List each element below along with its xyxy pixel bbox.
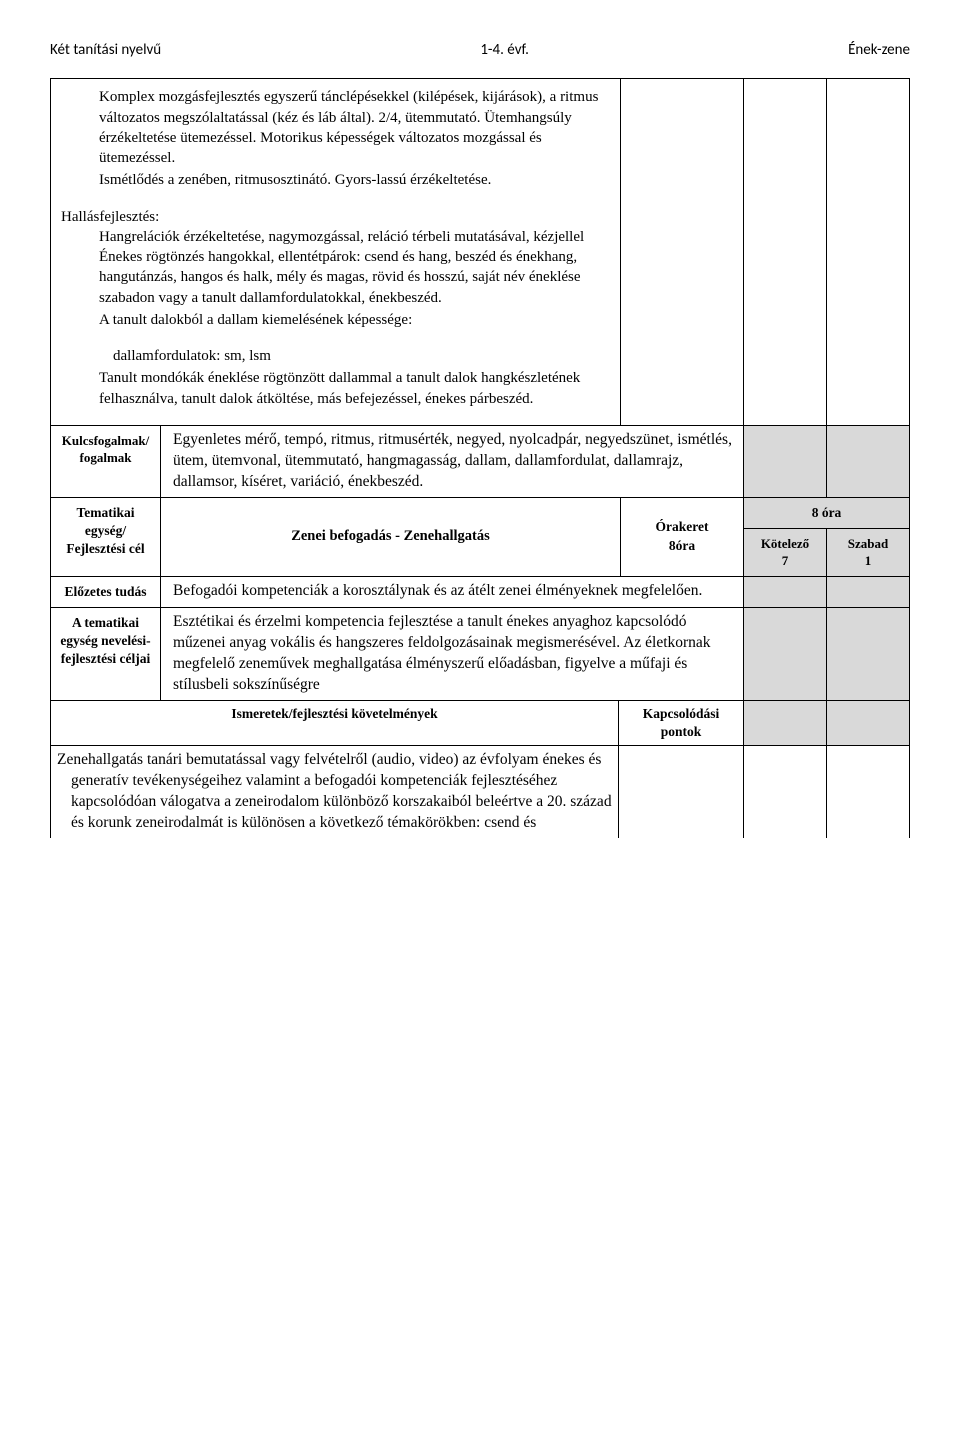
- header-right: Ének-zene: [848, 40, 910, 60]
- table-row: Kulcsfogalmak/ fogalmak Egyenletes mérő,…: [51, 425, 910, 497]
- paragraph: dallamfordulatok: sm, lsm: [113, 346, 608, 366]
- kapcsolodasi-header: Kapcsolódási pontok: [618, 700, 743, 745]
- elozetes-label: Előzetes tudás: [51, 576, 161, 607]
- nevelesi-text: Esztétikai és érzelmi kompetencia fejles…: [161, 608, 744, 701]
- paragraph: Komplex mozgásfejlesztés egyszerű tánclé…: [99, 87, 608, 168]
- paragraph: A tanult dalokból a dallam kiemelésének …: [99, 310, 608, 330]
- tematikai-title: Zenei befogadás - Zenehallgatás: [161, 497, 621, 576]
- table-row: Ismeretek/fejlesztési követelmények Kapc…: [51, 700, 910, 745]
- orakeret-value: 8óra: [669, 538, 695, 553]
- nevelesi-label: A tematikai egység nevelési-fejlesztési …: [51, 608, 161, 701]
- empty-cell: [744, 608, 827, 701]
- paragraph: Ismétlődés a zenében, ritmusosztinátó. G…: [99, 170, 608, 190]
- empty-cell: [827, 576, 910, 607]
- kotelezo-cell: Kötelező 7: [744, 528, 827, 576]
- page-header: Két tanítási nyelvű 1-4. évf. Ének-zene: [50, 40, 910, 60]
- tematikai-label: Tematikai egység/ Fejlesztési cél: [51, 497, 161, 576]
- empty-cell: [744, 700, 827, 745]
- empty-cell: [621, 79, 744, 426]
- sub-heading: Hallásfejlesztés:: [61, 209, 159, 225]
- kotelezo-value: 7: [782, 553, 789, 568]
- empty-cell: [744, 746, 827, 838]
- header-center: 1-4. évf.: [480, 40, 529, 60]
- szabad-cell: Szabad 1: [827, 528, 910, 576]
- content-cell: Komplex mozgásfejlesztés egyszerű tánclé…: [51, 79, 621, 426]
- empty-cell: [827, 608, 910, 701]
- empty-cell: [827, 746, 910, 838]
- empty-cell: [827, 425, 910, 497]
- table-row: Zenehallgatás tanári bemutatással vagy f…: [51, 746, 910, 838]
- kotelezo-label: Kötelező: [761, 536, 809, 551]
- elozetes-text: Befogadói kompetenciák a korosztálynak é…: [161, 576, 744, 607]
- kulcsfogalmak-text: Egyenletes mérő, tempó, ritmus, ritmusér…: [161, 425, 744, 497]
- bottom-text: Zenehallgatás tanári bemutatással vagy f…: [51, 746, 619, 838]
- paragraph: Hangrelációk érzékeltetése, nagymozgássa…: [99, 227, 608, 308]
- total-hours: 8 óra: [744, 497, 910, 528]
- header-left: Két tanítási nyelvű: [50, 40, 161, 60]
- orakeret-label: Órakeret: [656, 519, 709, 534]
- table-row: A tematikai egység nevelési-fejlesztési …: [51, 608, 910, 701]
- empty-cell: [827, 79, 910, 426]
- table-row: Előzetes tudás Befogadói kompetenciák a …: [51, 576, 910, 607]
- szabad-label: Szabad: [848, 536, 888, 551]
- main-table: Komplex mozgásfejlesztés egyszerű tánclé…: [50, 78, 910, 838]
- paragraph: Tanult mondókák éneklése rögtönzött dall…: [99, 368, 608, 409]
- empty-cell: [744, 576, 827, 607]
- kulcsfogalmak-label: Kulcsfogalmak/ fogalmak: [51, 425, 161, 497]
- szabad-value: 1: [865, 553, 872, 568]
- empty-cell: [827, 700, 910, 745]
- empty-cell: [744, 425, 827, 497]
- ismeretek-header: Ismeretek/fejlesztési követelmények: [51, 700, 619, 745]
- orakeret-cell: Órakeret 8óra: [621, 497, 744, 576]
- empty-cell: [744, 79, 827, 426]
- table-row: Tematikai egység/ Fejlesztési cél Zenei …: [51, 497, 910, 528]
- empty-cell: [618, 746, 743, 838]
- table-row: Komplex mozgásfejlesztés egyszerű tánclé…: [51, 79, 910, 426]
